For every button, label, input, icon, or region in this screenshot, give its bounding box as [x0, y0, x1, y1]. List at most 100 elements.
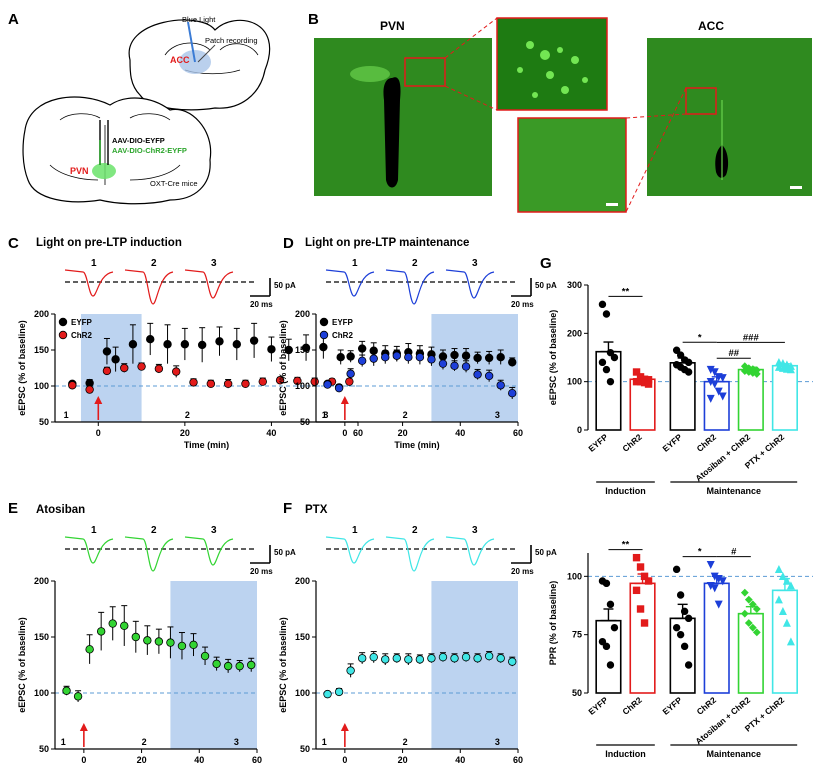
- data-point: [319, 342, 328, 352]
- data-point: [392, 351, 401, 360]
- bar-point: [672, 623, 681, 632]
- sample-trace-3: [445, 269, 495, 299]
- category-label: EYFP: [586, 695, 610, 717]
- bar-point: [706, 394, 715, 403]
- bar-point: [774, 595, 783, 604]
- significance-label: #: [731, 547, 737, 558]
- data-point: [96, 627, 106, 636]
- data-point: [249, 336, 259, 345]
- category-label: ChR2: [695, 695, 719, 717]
- data-point: [143, 636, 152, 645]
- bar-point: [748, 623, 757, 632]
- x-axis-label: Time (min): [184, 440, 229, 450]
- y-tick-label: 200: [295, 309, 310, 319]
- trace-label-3: 3: [211, 258, 217, 269]
- data-point: [267, 345, 276, 354]
- data-point: [180, 340, 190, 349]
- bar-point: [602, 365, 611, 374]
- x-tick-label: 40: [266, 428, 276, 438]
- bar-point: [740, 609, 749, 618]
- legend-label: EYFP: [332, 318, 354, 327]
- data-point: [293, 376, 302, 386]
- bar-point: [606, 377, 615, 386]
- x-tick-label: 40: [455, 428, 465, 438]
- bar-point: [718, 392, 727, 401]
- bar-point: [610, 623, 619, 632]
- significance-label: **: [622, 286, 630, 297]
- light-on-shading: [431, 581, 518, 749]
- data-point: [336, 353, 345, 362]
- scale-bar-pa: 50 pA: [535, 548, 557, 557]
- bar-point: [606, 661, 615, 669]
- bar-point: [710, 584, 719, 593]
- epoch-marker-1: 1: [322, 737, 327, 747]
- data-point: [85, 385, 94, 394]
- bar-point: [744, 619, 753, 627]
- epoch-marker-2: 2: [403, 410, 408, 420]
- data-point: [73, 692, 83, 701]
- data-point: [496, 353, 505, 362]
- sample-trace-3: [445, 536, 495, 566]
- bar-point: [640, 572, 649, 581]
- series-chr2: [323, 349, 517, 399]
- category-label: ChR2: [620, 432, 644, 454]
- y-tick-label: 100: [34, 688, 49, 698]
- data-point: [146, 335, 155, 344]
- data-point: [473, 353, 482, 363]
- data-point: [345, 377, 354, 386]
- sample-trace-3: [184, 536, 234, 566]
- label-acc: ACC: [170, 55, 190, 65]
- panel-letter-e: E: [8, 500, 18, 517]
- data-point: [461, 351, 471, 360]
- light-on-shading: [80, 314, 142, 422]
- legend-marker: [58, 330, 68, 340]
- bar-point: [782, 618, 791, 627]
- data-point: [427, 654, 436, 663]
- sample-trace-2: [385, 536, 435, 572]
- data-point: [369, 354, 378, 363]
- data-point: [357, 654, 367, 663]
- light-arrow-head: [340, 723, 349, 731]
- trace-label-1: 1: [91, 525, 97, 536]
- data-point: [102, 347, 112, 356]
- bar-point: [740, 588, 749, 597]
- y-tick-label: 50: [572, 688, 582, 698]
- chart-title: Light on pre-LTP induction: [36, 237, 182, 249]
- y-tick-label: 50: [39, 744, 49, 754]
- sample-trace-3: [184, 269, 234, 299]
- pvn-image: [314, 38, 492, 196]
- x-tick-label: 40: [455, 755, 465, 763]
- data-point: [62, 686, 71, 695]
- epoch-marker-1: 1: [64, 410, 69, 420]
- title-acc: ACC: [698, 19, 724, 33]
- trace-label-2: 2: [412, 525, 418, 536]
- data-point: [496, 654, 505, 663]
- data-point: [301, 343, 311, 353]
- bar-5: [771, 364, 798, 431]
- bar-0: [595, 619, 622, 694]
- data-point: [415, 353, 425, 362]
- epoch-marker-2: 2: [185, 410, 190, 420]
- bar-point: [774, 565, 783, 574]
- data-point: [473, 370, 482, 379]
- y-tick-label: 50: [300, 744, 310, 754]
- category-label: ChR2: [620, 695, 644, 717]
- data-point: [68, 381, 77, 390]
- light-arrow-head: [94, 396, 103, 404]
- y-tick-label: 75: [572, 630, 582, 640]
- data-point: [323, 689, 332, 699]
- panel-g-bottom-chart: 50 75 100 PPR (% of baseline) EYFP ChR2 EYFP Ch…: [548, 540, 813, 759]
- light-arrow-head: [340, 396, 349, 404]
- x-tick-label: 0: [81, 755, 86, 763]
- epoch-marker-1: 1: [61, 737, 66, 747]
- bar-point: [680, 607, 689, 616]
- data-point: [450, 350, 459, 360]
- bar-point: [644, 577, 653, 585]
- pvn-zoom-box: [404, 57, 446, 87]
- legend-marker: [319, 317, 329, 327]
- x-tick-label: 20: [398, 428, 408, 438]
- data-point: [438, 652, 448, 662]
- panel-g-top-chart: 0 100 200 300 eEPSC (% of baseline) EYFP ChR2 E…: [548, 280, 813, 496]
- label-patch-recording: Patch recording: [205, 36, 258, 45]
